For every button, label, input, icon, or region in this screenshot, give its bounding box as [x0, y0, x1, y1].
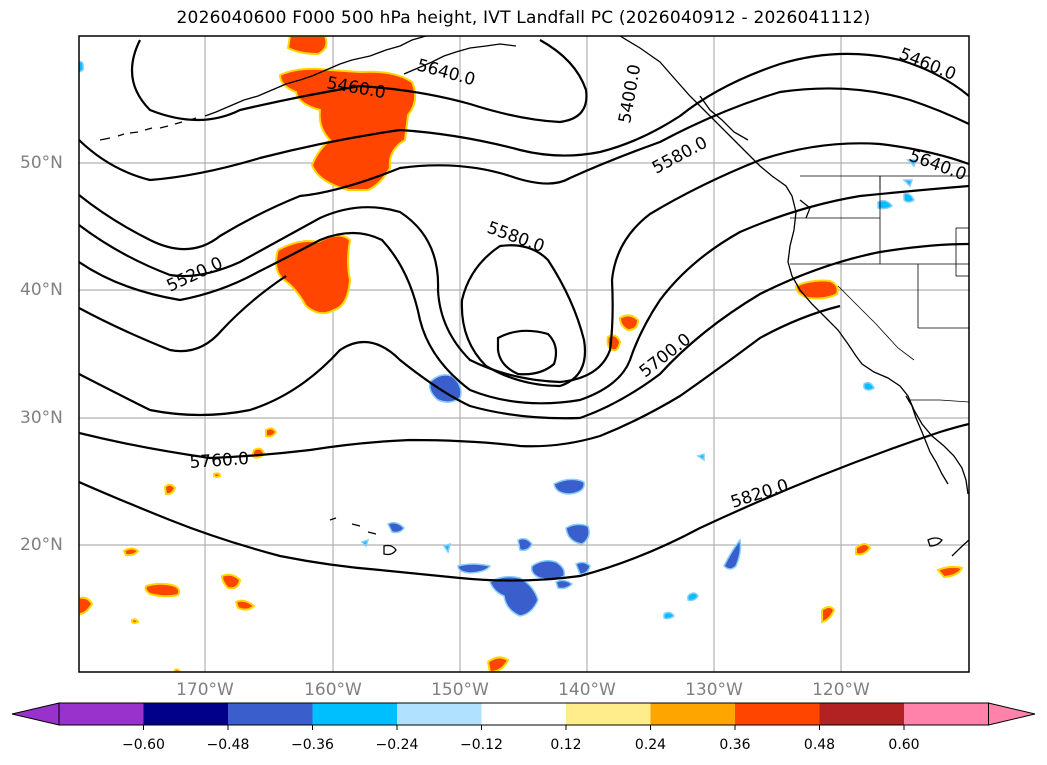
- gridlines: [79, 36, 969, 672]
- lon-label-150w: 150°W: [431, 680, 489, 700]
- contour-label: 5640.0: [415, 56, 478, 91]
- height-contours: [79, 39, 969, 582]
- colorbar: [11, 702, 1036, 730]
- colorbar-tick-label: 0.48: [803, 737, 836, 753]
- lat-label-30n: 30°N: [20, 408, 63, 428]
- lat-label-40n: 40°N: [20, 280, 63, 300]
- colorbar-extend-high: [988, 702, 1036, 726]
- coastlines: [99, 36, 969, 557]
- contour-label: 5400.0: [615, 63, 645, 125]
- lon-label-120w: 120°W: [812, 680, 870, 700]
- colorbar-tick-label: −0.48: [206, 737, 250, 753]
- contour-label: 5580.0: [649, 133, 711, 179]
- positive-ivt-regions: [79, 36, 964, 672]
- lon-label-140w: 140°W: [558, 680, 616, 700]
- colorbar-tick-label: −0.24: [375, 737, 419, 753]
- lon-label-160w: 160°W: [304, 680, 362, 700]
- map-title: 2026040600 F000 500 hPa height, IVT Land…: [176, 8, 871, 28]
- lon-label-170w: 170°W: [176, 680, 234, 700]
- contour-label: 5820.0: [728, 475, 791, 512]
- colorbar-tick-label: −0.60: [122, 737, 165, 753]
- map-frame: [78, 35, 970, 673]
- state-borders: [790, 175, 969, 403]
- colorbar-tick-label: −0.12: [460, 737, 503, 753]
- colorbar-extend-low: [11, 702, 60, 726]
- contour-label: 5460.0: [896, 44, 959, 85]
- colorbar-tick-label: 0.60: [888, 737, 920, 753]
- colorbar-tick-label: −0.36: [291, 737, 334, 753]
- contour-label: 5640.0: [906, 146, 969, 185]
- contour-label: 5700.0: [636, 330, 695, 382]
- lat-label-20n: 20°N: [20, 535, 63, 555]
- colorbar-tick-label: 0.12: [550, 737, 582, 753]
- lat-label-50n: 50°N: [20, 153, 63, 173]
- negative-ivt-regions: [79, 60, 918, 620]
- contour-label: 5760.0: [189, 449, 250, 473]
- lon-label-130w: 130°W: [685, 680, 743, 700]
- colorbar-tick-label: 0.36: [719, 737, 751, 753]
- colorbar-tick-label: 0.24: [634, 737, 667, 753]
